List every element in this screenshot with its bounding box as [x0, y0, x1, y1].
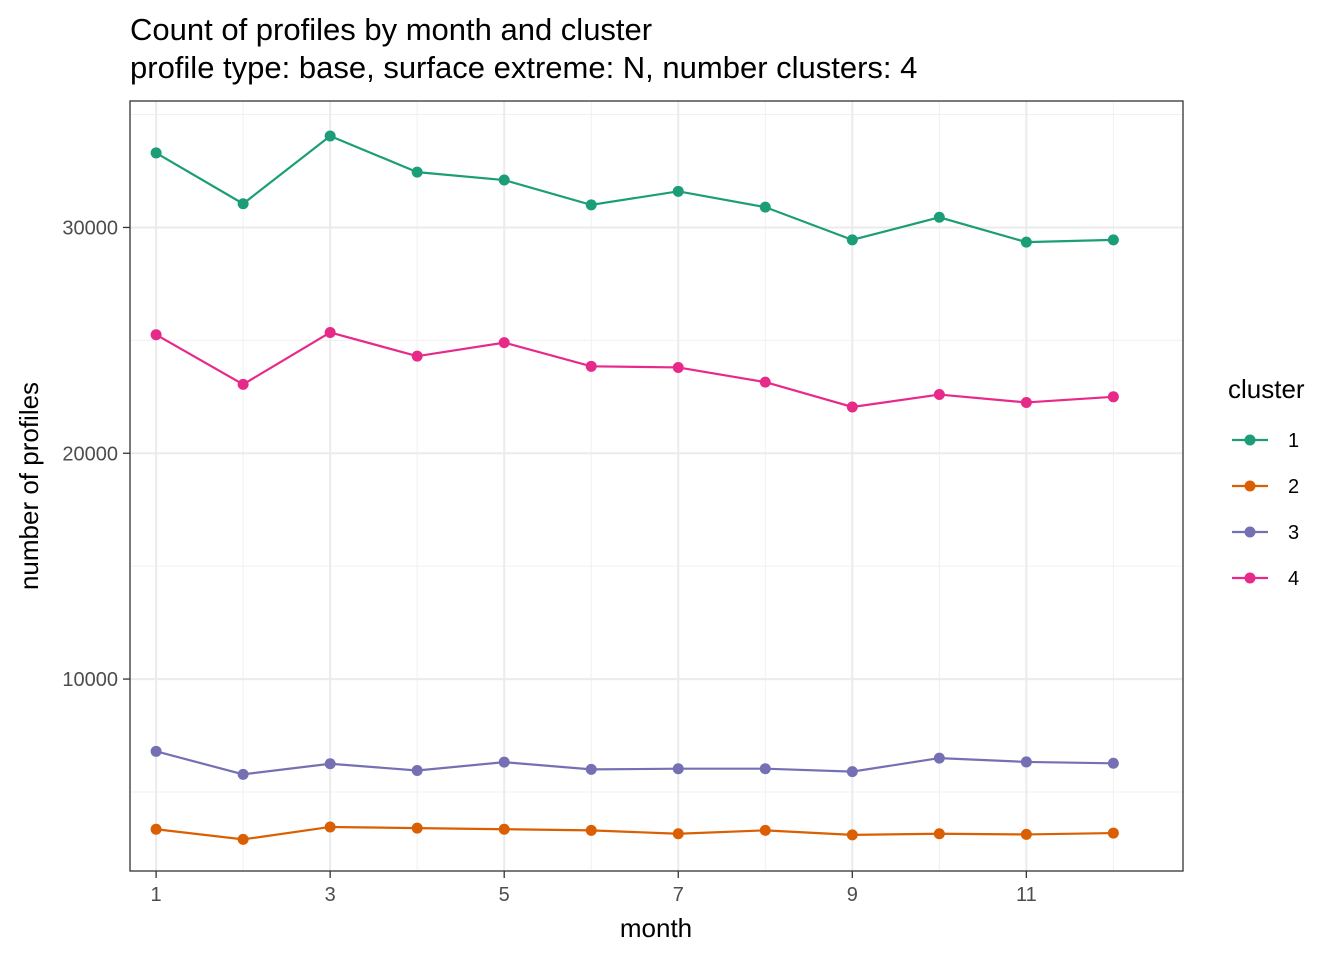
- data-point: [150, 147, 162, 159]
- legend-title: cluster: [1228, 374, 1305, 404]
- data-point: [846, 829, 858, 841]
- y-axis-title: number of profiles: [14, 382, 44, 590]
- x-tick-label: 11: [1016, 884, 1037, 906]
- data-point: [759, 763, 771, 775]
- x-tick-label: 7: [673, 884, 684, 906]
- data-point: [846, 401, 858, 413]
- data-point: [1107, 827, 1119, 839]
- legend-key-point: [1244, 480, 1256, 492]
- series-layer: [150, 130, 1119, 845]
- x-tick-label: 5: [499, 884, 510, 906]
- chart-subtitle: profile type: base, surface extreme: N, …: [130, 50, 917, 85]
- data-point: [672, 763, 684, 775]
- x-tick-label: 3: [325, 884, 336, 906]
- data-point: [411, 822, 423, 834]
- series-4: [150, 326, 1119, 413]
- data-point: [150, 329, 162, 341]
- data-point: [933, 752, 945, 764]
- legend-item-2: 2: [1232, 476, 1299, 498]
- legend: cluster 1 2 3 4: [1228, 374, 1305, 590]
- y-axis: 10000 20000 30000: [62, 217, 130, 691]
- data-point: [237, 833, 249, 845]
- x-axis: 1 3 5 7 9 11: [151, 871, 1037, 906]
- y-tick-label: 20000: [62, 443, 118, 465]
- data-point: [585, 824, 597, 836]
- data-point: [1020, 828, 1032, 840]
- chart-title: Count of profiles by month and cluster: [130, 12, 652, 47]
- series-line-1: [155, 134, 1114, 244]
- series-1: [150, 130, 1119, 248]
- data-point: [324, 758, 336, 770]
- grid-major: [130, 101, 1183, 871]
- data-point: [585, 360, 597, 372]
- legend-item-1: 1: [1232, 430, 1299, 452]
- data-point: [1107, 757, 1119, 769]
- data-point: [237, 378, 249, 390]
- data-point: [759, 824, 771, 836]
- legend-key-point: [1244, 434, 1256, 446]
- data-point: [672, 185, 684, 197]
- data-point: [672, 828, 684, 840]
- data-point: [411, 765, 423, 777]
- data-point: [585, 763, 597, 775]
- y-tick-label: 30000: [62, 217, 118, 239]
- data-point: [150, 745, 162, 757]
- data-point: [933, 389, 945, 401]
- data-point: [411, 350, 423, 362]
- data-point: [150, 823, 162, 835]
- data-point: [846, 766, 858, 778]
- data-point: [498, 337, 510, 349]
- grid-minor: [130, 101, 1183, 871]
- legend-key-point: [1244, 526, 1256, 538]
- series-line-2: [155, 825, 1114, 841]
- data-point: [324, 130, 336, 142]
- data-point: [498, 756, 510, 768]
- data-point: [324, 821, 336, 833]
- legend-item-4: 4: [1232, 568, 1299, 590]
- data-point: [672, 361, 684, 373]
- legend-label: 1: [1288, 430, 1299, 452]
- data-point: [498, 823, 510, 835]
- series-2: [150, 821, 1119, 845]
- series-line-4: [155, 331, 1114, 409]
- data-point: [498, 174, 510, 186]
- x-tick-label: 9: [847, 884, 858, 906]
- plot-border: [129, 100, 1184, 872]
- data-point: [1107, 391, 1119, 403]
- data-point: [759, 376, 771, 388]
- data-point: [585, 199, 597, 211]
- series-3: [150, 745, 1119, 780]
- data-point: [1020, 756, 1032, 768]
- series-line-3: [155, 750, 1114, 776]
- legend-label: 2: [1288, 476, 1299, 498]
- data-point: [1020, 236, 1032, 248]
- data-point: [237, 198, 249, 210]
- data-point: [759, 201, 771, 213]
- legend-label: 3: [1288, 522, 1299, 544]
- legend-item-3: 3: [1232, 522, 1299, 544]
- data-point: [1107, 234, 1119, 246]
- legend-label: 4: [1288, 568, 1299, 590]
- data-point: [846, 234, 858, 246]
- legend-key-point: [1244, 572, 1256, 584]
- y-tick-label: 10000: [62, 669, 118, 691]
- data-point: [237, 768, 249, 780]
- x-axis-title: month: [620, 913, 692, 943]
- x-tick-label: 1: [151, 884, 162, 906]
- data-point: [324, 326, 336, 338]
- plot-panel: [130, 101, 1183, 871]
- data-point: [933, 828, 945, 840]
- data-point: [1020, 396, 1032, 408]
- data-point: [411, 166, 423, 178]
- data-point: [933, 211, 945, 223]
